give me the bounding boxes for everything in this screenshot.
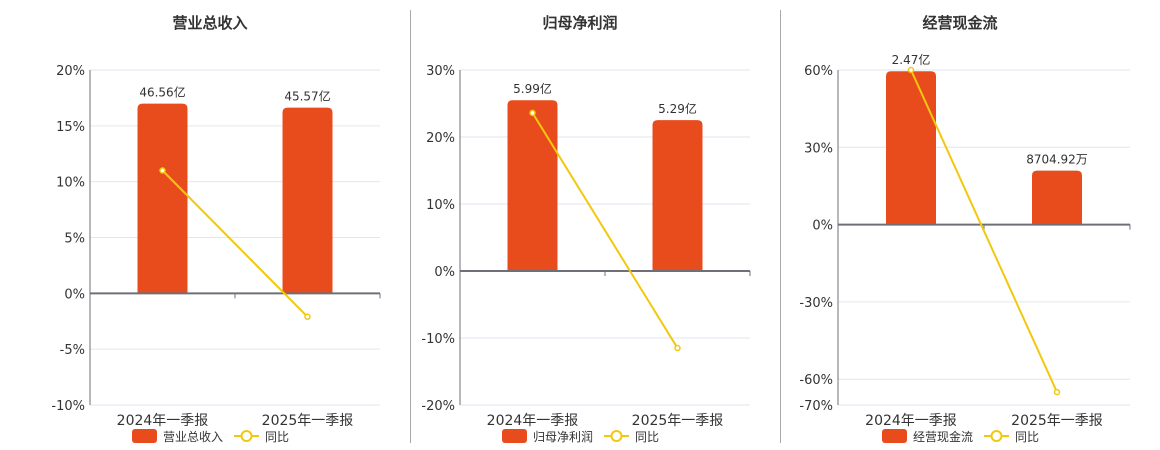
legend-line-label: 同比: [635, 430, 659, 444]
yoy-line: [161, 169, 309, 318]
legend-line-label: 同比: [1015, 430, 1039, 444]
bar-data-label: 5.29亿: [658, 101, 697, 116]
legend-bar-swatch: [882, 429, 907, 443]
x-tick-label: 2024年一季报: [865, 413, 957, 429]
y-tick-label: 5%: [64, 232, 85, 247]
yoy-point: [1053, 388, 1061, 396]
x-tick-label: 2024年一季报: [117, 413, 209, 429]
bar-data-label: 5.99亿: [513, 81, 552, 96]
bar: [886, 71, 936, 225]
y-tick-label: 10%: [426, 198, 455, 213]
yoy-line: [910, 69, 1058, 393]
divider: [410, 10, 411, 443]
y-tick-label: 60%: [804, 64, 833, 79]
bar-data-label: 2.47亿: [892, 52, 931, 67]
y-tick-label: 30%: [804, 141, 833, 156]
y-tick-label: 0%: [434, 265, 455, 280]
y-tick-label: 0%: [64, 287, 85, 302]
bar: [1032, 170, 1082, 225]
y-tick-label: 0%: [812, 219, 833, 234]
legend-line-label: 同比: [265, 430, 289, 444]
yoy-point: [907, 66, 915, 74]
legend-bar-swatch: [132, 429, 157, 443]
y-tick-label: -5%: [60, 343, 85, 358]
chart-title: 归母净利润: [542, 14, 617, 32]
x-tick-label: 2024年一季报: [487, 413, 579, 429]
y-tick-label: -60%: [799, 373, 833, 388]
legend-line-marker: [990, 430, 1003, 442]
y-tick-label: -20%: [421, 399, 455, 414]
y-tick-label: 10%: [56, 176, 85, 191]
bar: [137, 103, 188, 294]
x-tick-label: 2025年一季报: [632, 413, 724, 429]
legend-bar-label: 营业总收入: [163, 430, 223, 444]
y-tick-label: 20%: [426, 131, 455, 146]
chart-title: 营业总收入: [172, 14, 247, 32]
y-tick-label: -70%: [799, 399, 833, 414]
yoy-point: [674, 344, 681, 352]
y-tick-label: -10%: [421, 332, 455, 347]
bar: [507, 100, 558, 271]
y-tick-label: -30%: [799, 296, 833, 311]
yoy-point: [159, 167, 166, 174]
y-tick-label: 20%: [56, 64, 85, 79]
yoy-line: [531, 112, 679, 349]
legend-bar-label: 经营现金流: [913, 429, 973, 444]
y-tick-label: -10%: [51, 399, 85, 414]
chart-title: 经营现金流: [922, 14, 997, 32]
bar-data-label: 46.56亿: [139, 85, 185, 100]
yoy-point: [304, 313, 311, 321]
bar: [282, 107, 333, 294]
y-tick-label: 30%: [426, 64, 455, 79]
legend-line-marker: [610, 430, 623, 442]
y-tick-label: 15%: [56, 120, 85, 135]
bar-data-label: 8704.92万: [1026, 153, 1088, 167]
bar-data-label: 45.57亿: [284, 89, 330, 104]
divider: [780, 10, 781, 443]
x-tick-label: 2025年一季报: [262, 413, 354, 429]
legend-line-marker: [240, 430, 253, 442]
yoy-point: [529, 109, 536, 117]
legend-bar-label: 归母净利润: [533, 430, 593, 444]
x-tick-label: 2025年一季报: [1011, 413, 1103, 429]
legend-bar-swatch: [502, 429, 527, 443]
bar: [652, 120, 703, 271]
